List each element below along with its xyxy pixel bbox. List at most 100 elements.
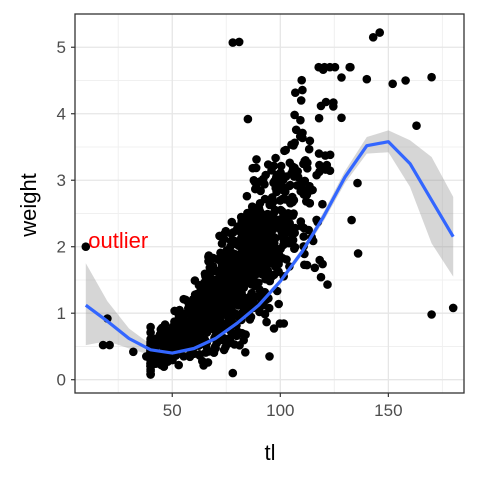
data-point [129,347,138,357]
data-point [257,238,266,248]
x-axis-title: tl [265,440,276,465]
data-point [296,217,306,226]
data-point [200,278,209,288]
data-point [275,319,285,328]
data-point [174,329,184,339]
data-point [318,199,327,209]
data-point [235,341,244,350]
data-point [353,178,362,188]
data-point [146,322,155,332]
data-point [221,343,230,352]
data-point [287,140,296,149]
data-point [251,260,261,269]
data-point [271,153,280,163]
x-axis-ticks: 50 100 150 [163,393,403,420]
data-point [269,161,279,171]
data-point [249,293,259,303]
data-point [291,88,300,97]
data-point [296,96,306,105]
data-point [290,228,300,238]
data-point [337,113,346,123]
data-point [249,253,259,262]
data-point [318,65,328,74]
data-point [208,324,217,334]
data-point [401,76,410,85]
data-point [262,317,271,327]
data-point [315,160,324,170]
data-point [306,186,315,195]
data-point [305,136,315,146]
data-point [146,355,155,365]
y-axis-title: weight [16,173,41,238]
data-point [228,38,238,47]
data-point [81,242,91,251]
data-point [329,98,338,107]
data-point [274,259,283,269]
data-point [199,292,208,302]
data-point [271,205,280,215]
data-point [288,211,298,220]
data-point [321,97,331,107]
data-point [353,249,363,258]
data-point [299,232,309,241]
data-point [298,133,307,143]
data-point [243,114,253,124]
data-point [255,221,264,231]
data-point [229,228,238,237]
data-point [304,144,314,154]
data-point [208,285,217,295]
data-point [281,172,291,181]
data-point [230,259,239,268]
data-point [302,260,312,270]
panel-border [74,13,465,394]
data-point [215,231,224,241]
data-point [174,360,183,370]
outlier-annotation: outlier [88,228,148,253]
data-point [265,352,274,361]
data-point [235,290,244,300]
data-point [222,255,232,264]
data-point [255,177,265,186]
data-point [290,110,299,120]
data-point [236,279,245,289]
data-point [234,297,243,307]
data-point [219,310,229,320]
data-point [337,73,346,82]
data-point [159,333,169,342]
data-point [269,324,279,333]
data-point [157,360,166,370]
data-point [276,161,286,171]
data-point [239,264,248,274]
data-point [261,244,271,254]
data-point [218,295,228,304]
data-point [264,303,274,313]
x-tick-label: 150 [374,401,402,420]
y-tick-label: 3 [57,171,66,190]
y-tick-label: 4 [57,105,66,124]
y-tick-label: 5 [57,38,66,57]
data-point [105,340,114,350]
data-point [375,28,385,37]
data-point [298,85,307,95]
data-point [346,62,355,72]
data-point [252,155,261,164]
data-point [190,290,200,300]
data-point [271,233,280,243]
data-point [161,325,171,335]
data-point [347,215,356,225]
data-point [427,310,436,319]
data-point [279,240,288,250]
y-tick-label: 0 [57,371,66,390]
data-point [296,115,305,125]
data-point [427,72,436,82]
data-point [200,269,210,279]
data-point [195,350,204,359]
data-point [302,197,311,206]
data-point [234,37,244,47]
data-point [188,300,197,309]
data-point [242,191,252,201]
data-point [234,327,243,337]
data-point [220,285,230,295]
data-point [330,62,340,72]
